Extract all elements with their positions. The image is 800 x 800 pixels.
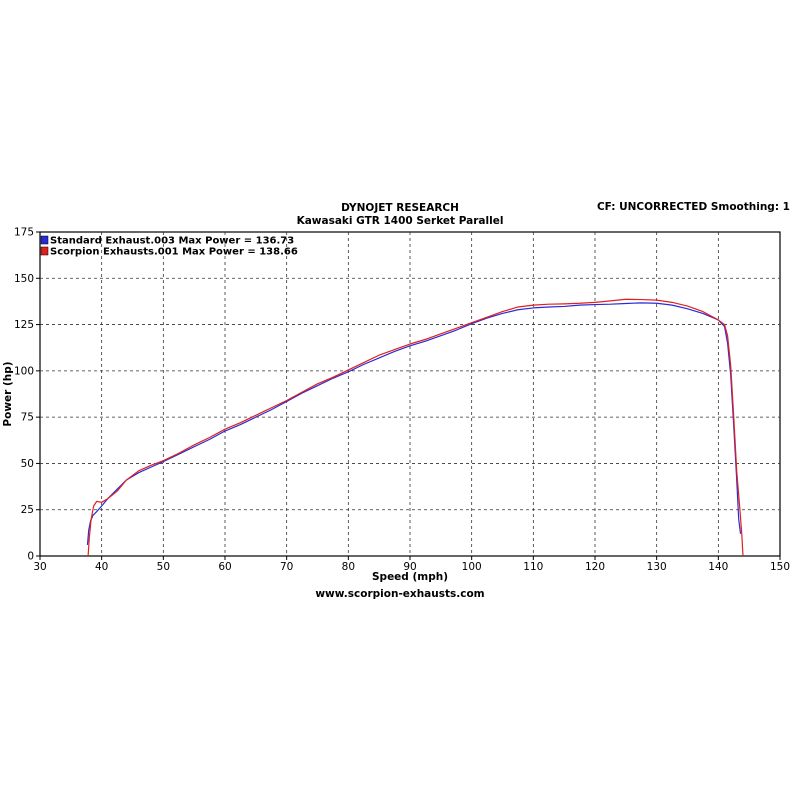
y-tick-label: 175 [14,227,34,239]
x-tick-label: 130 [647,561,667,573]
x-tick-label: 140 [708,561,728,573]
x-tick-label: 80 [342,561,355,573]
legend-swatch-standard-exhaust [40,235,49,245]
y-tick-label: 150 [14,273,34,285]
x-tick-label: 60 [218,561,231,573]
series-group [86,298,744,557]
x-axis-ticks: 30 40 50 60 70 80 90 100 110 120 130 140 150 [33,556,790,573]
chart-title: DYNOJET RESEARCH [341,202,459,214]
legend-label-standard-exhaust: Standard Exhaust.003 Max Power = 136.73 [50,236,294,247]
x-tick-label: 100 [462,561,482,573]
y-tick-label: 125 [14,319,34,331]
y-tick-label: 75 [21,412,34,424]
y-tick-label: 100 [14,365,34,377]
series-line-scorpion-exhaust [87,298,744,557]
x-tick-label: 70 [280,561,293,573]
series-line-standard-exhaust [86,302,742,545]
x-tick-label: 40 [95,561,108,573]
y-tick-label: 0 [27,551,34,563]
y-axis-label: Power (hp) [2,361,14,426]
y-tick-label: 50 [21,458,34,470]
x-tick-label: 50 [157,561,170,573]
x-tick-label: 90 [403,561,416,573]
legend-swatch-scorpion-exhaust [40,246,49,256]
legend-label-scorpion-exhaust: Scorpion Exhausts.001 Max Power = 138.66 [50,247,298,258]
y-axis-ticks: 0 25 50 75 100 125 150 175 [14,227,40,563]
x-tick-label: 150 [770,561,790,573]
x-tick-label: 110 [523,561,543,573]
x-axis-label: Speed (mph) [372,571,448,583]
legend: Standard Exhaust.003 Max Power = 136.73S… [40,235,298,258]
chart-subtitle: Kawasaki GTR 1400 Serket Parallel [297,215,504,227]
website-footer: www.scorpion-exhausts.com [315,588,484,600]
y-tick-label: 25 [21,504,34,516]
x-tick-label: 30 [33,561,46,573]
x-tick-label: 120 [585,561,605,573]
chart-settings-label: CF: UNCORRECTED Smoothing: 1 [597,201,790,213]
